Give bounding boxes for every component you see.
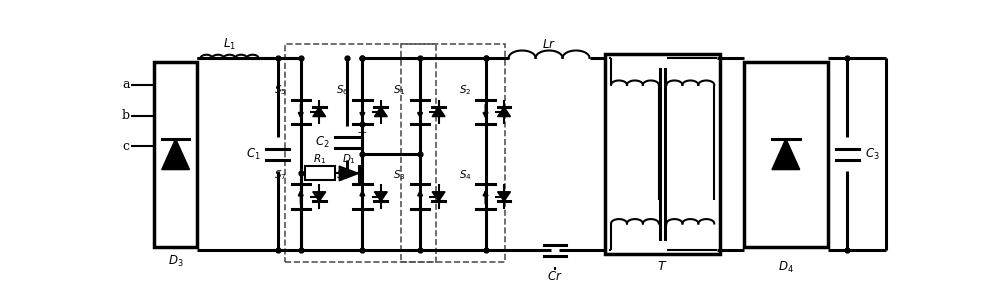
Polygon shape	[339, 166, 358, 181]
Polygon shape	[374, 192, 387, 201]
Text: $D_1$: $D_1$	[342, 153, 356, 166]
Polygon shape	[374, 107, 387, 117]
Text: $S_5$: $S_5$	[274, 83, 287, 97]
Text: $Cr$: $Cr$	[547, 270, 563, 283]
Bar	[744, 62, 828, 247]
Text: $S_6$: $S_6$	[336, 83, 348, 97]
Text: $S_1$: $S_1$	[393, 83, 406, 97]
Polygon shape	[313, 107, 326, 117]
Text: $S_2$: $S_2$	[459, 83, 471, 97]
Polygon shape	[432, 192, 445, 201]
Text: $D_4$: $D_4$	[778, 260, 794, 275]
Text: $T$: $T$	[657, 260, 668, 273]
Polygon shape	[498, 192, 510, 201]
Text: $S_3$: $S_3$	[393, 168, 406, 182]
Bar	[305, 166, 335, 180]
Text: c: c	[123, 140, 130, 153]
Text: $L_1$: $L_1$	[223, 36, 236, 52]
Bar	[285, 44, 436, 262]
Polygon shape	[432, 107, 445, 117]
Polygon shape	[313, 192, 326, 201]
Polygon shape	[162, 139, 189, 170]
Text: $Lr$: $Lr$	[542, 38, 556, 51]
Text: +: +	[357, 127, 368, 140]
Text: $S_4$: $S_4$	[459, 168, 472, 182]
Text: $C_3$: $C_3$	[865, 147, 880, 162]
Text: $C_1$: $C_1$	[246, 147, 261, 162]
Text: $R_1$: $R_1$	[313, 153, 327, 166]
Bar	[605, 54, 720, 254]
Text: $S_8$: $S_8$	[336, 168, 348, 182]
Text: $D_3$: $D_3$	[168, 254, 183, 269]
Bar	[154, 62, 197, 247]
Text: $S_7$: $S_7$	[274, 168, 287, 182]
Text: b: b	[122, 109, 130, 122]
Bar	[401, 44, 505, 262]
Polygon shape	[772, 139, 800, 170]
Text: $C_2$: $C_2$	[315, 135, 330, 150]
Text: a: a	[122, 78, 130, 92]
Polygon shape	[498, 107, 510, 117]
